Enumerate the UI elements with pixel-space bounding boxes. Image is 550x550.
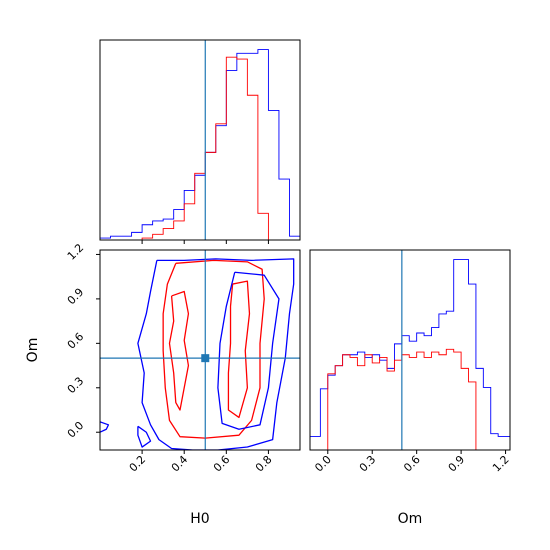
om-marginal-ticks: 0.0 0.3 0.6 0.9 1.2 [312, 450, 512, 475]
joint-x-axis-label: H0 [190, 511, 209, 527]
om-x-tick-label: 0.6 [401, 453, 423, 475]
om-x-tick-label: 0.0 [312, 453, 334, 475]
joint-contour-1-1 [217, 271, 280, 430]
joint-contour-0-1 [227, 280, 251, 419]
h0-marginal-frame [99, 39, 301, 241]
joint-contours [100, 250, 300, 450]
om-x-tick-label: 0.3 [357, 453, 379, 475]
h0-marginal-ticks [141, 240, 269, 244]
om-marginal-panel: 0.0 0.3 0.6 0.9 1.2 Om [309, 249, 512, 527]
h0-marginal-panel [99, 39, 301, 244]
joint-y-tick-label: 0.9 [65, 286, 87, 308]
h0-marginal-series [100, 40, 300, 240]
joint-x-tick-label: 0.8 [253, 453, 275, 475]
joint-y-tick-label: 0.6 [65, 330, 87, 352]
om-marginal-frame [309, 249, 511, 451]
joint-y-axis-label: Om [25, 338, 41, 363]
om-marginal-x-axis-label: Om [398, 511, 423, 527]
joint-contour-0-2 [168, 290, 190, 411]
joint-panel: 0.2 0.4 0.6 0.8 0.0 0.3 0.6 0.9 1.2 H0 Om [25, 241, 301, 527]
joint-x-tick-label: 0.6 [211, 453, 233, 475]
joint-frame [99, 249, 301, 451]
om-x-tick-label: 0.9 [446, 453, 468, 475]
h0-hist-series-0 [100, 49, 300, 240]
joint-contour-1-0 [137, 258, 295, 450]
joint-y-tick-label: 0.3 [65, 375, 87, 397]
joint-contour-0-0 [162, 259, 265, 439]
joint-truth-marker [201, 354, 210, 363]
h0-hist-series-1 [100, 56, 300, 240]
joint-contour-1-2 [100, 421, 110, 433]
om-hist-series-1 [310, 348, 510, 450]
joint-x-tick-label: 0.4 [169, 453, 191, 475]
joint-y-tick-label: 1.2 [65, 241, 87, 263]
joint-contour-1-3 [137, 425, 152, 448]
joint-y-tick-label: 0.0 [65, 419, 87, 441]
om-hist-series-0 [310, 259, 510, 450]
joint-x-tick-label: 0.2 [127, 453, 149, 475]
om-x-tick-label: 1.2 [490, 453, 512, 475]
om-marginal-series [310, 250, 510, 450]
